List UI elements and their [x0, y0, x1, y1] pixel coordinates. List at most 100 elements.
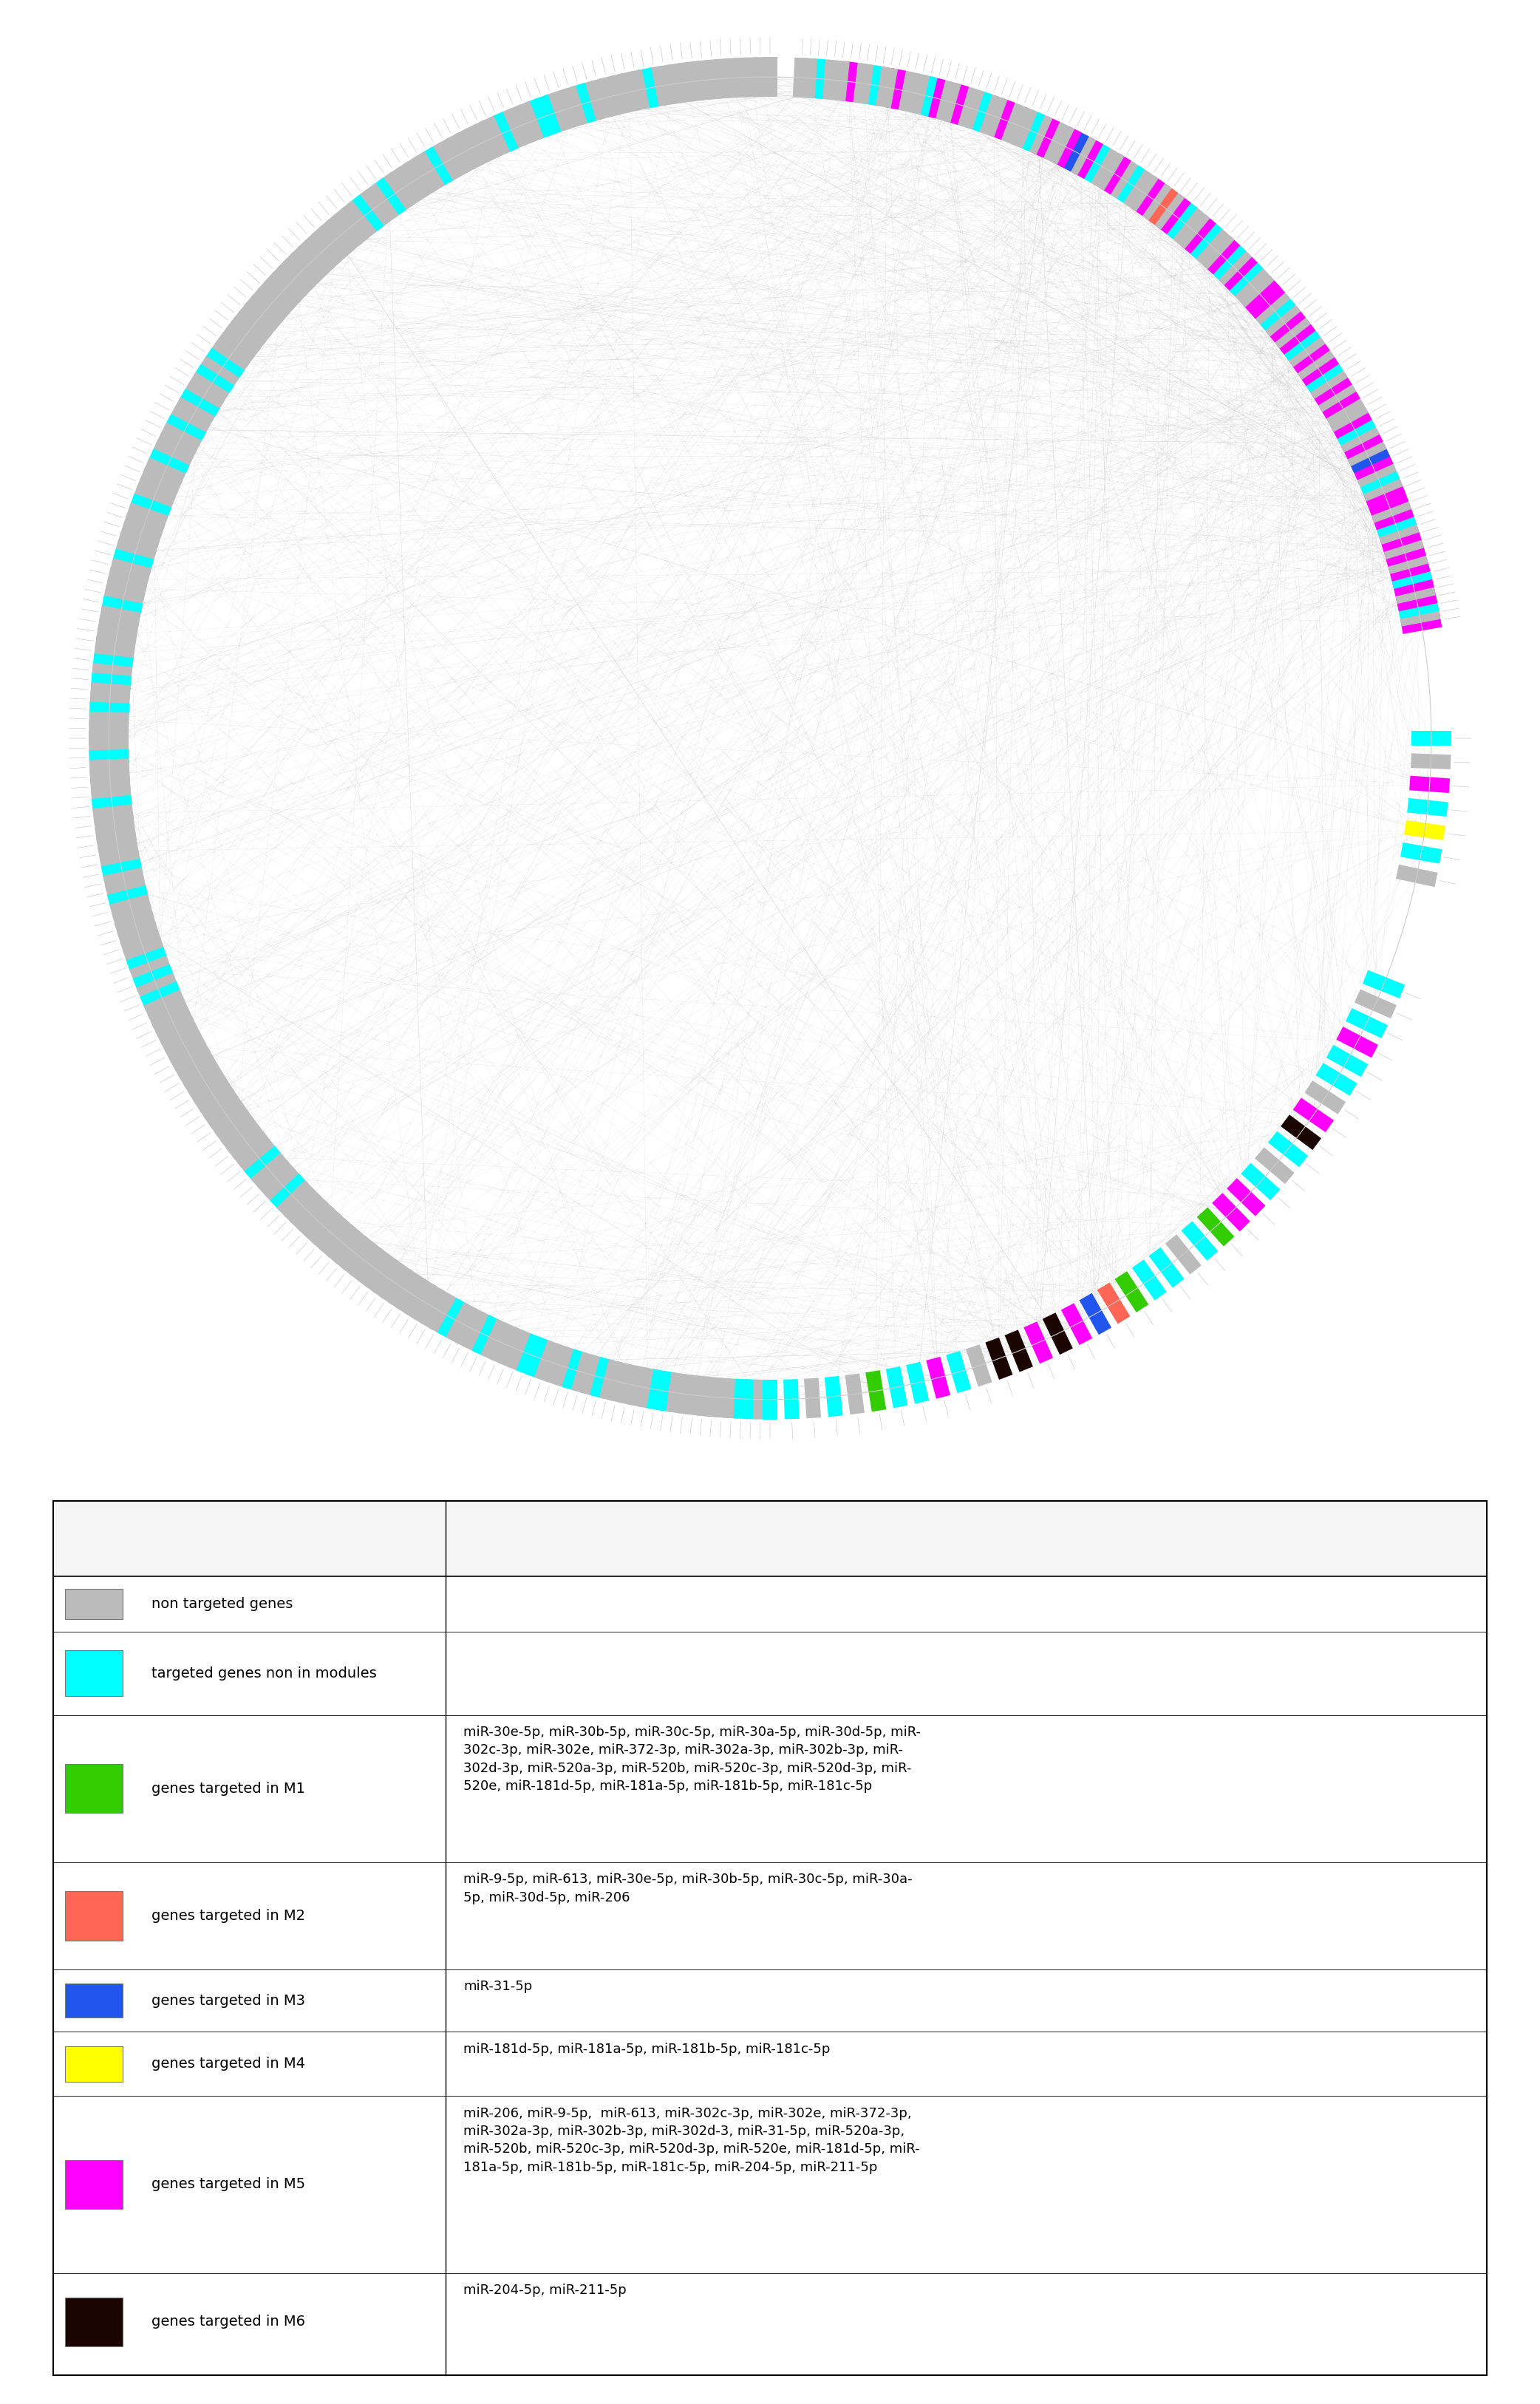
Polygon shape: [480, 115, 510, 159]
Polygon shape: [143, 457, 186, 486]
Polygon shape: [209, 1101, 249, 1137]
Polygon shape: [1098, 154, 1132, 195]
Polygon shape: [599, 75, 622, 118]
Polygon shape: [1344, 435, 1386, 466]
Polygon shape: [420, 147, 453, 188]
Polygon shape: [876, 67, 898, 108]
Text: genes targeted in M4: genes targeted in M4: [151, 2058, 305, 2070]
Polygon shape: [1337, 1027, 1378, 1058]
Polygon shape: [618, 72, 641, 113]
Polygon shape: [599, 1358, 622, 1402]
Polygon shape: [1395, 865, 1438, 887]
Polygon shape: [371, 178, 407, 219]
Polygon shape: [1130, 175, 1166, 216]
Polygon shape: [1323, 392, 1364, 426]
Polygon shape: [946, 1351, 972, 1392]
Polygon shape: [89, 702, 129, 719]
Polygon shape: [1180, 214, 1217, 255]
Polygon shape: [192, 363, 234, 397]
Polygon shape: [553, 1346, 579, 1387]
Bar: [65, 1983, 123, 2017]
Polygon shape: [986, 1337, 1013, 1380]
Polygon shape: [140, 466, 182, 495]
Bar: [65, 1652, 123, 1697]
Polygon shape: [544, 91, 570, 132]
Polygon shape: [226, 1125, 266, 1159]
Polygon shape: [174, 1048, 216, 1079]
Polygon shape: [590, 1356, 614, 1399]
Polygon shape: [1391, 565, 1432, 589]
Polygon shape: [203, 349, 245, 382]
Polygon shape: [99, 606, 142, 627]
Polygon shape: [311, 1212, 348, 1252]
Polygon shape: [1267, 1132, 1307, 1168]
Polygon shape: [562, 87, 587, 127]
Polygon shape: [1246, 281, 1284, 320]
Polygon shape: [1306, 365, 1348, 399]
Polygon shape: [319, 1219, 356, 1257]
Polygon shape: [99, 849, 142, 870]
Polygon shape: [371, 1257, 407, 1298]
Polygon shape: [214, 332, 256, 368]
Polygon shape: [129, 954, 171, 983]
Polygon shape: [929, 79, 953, 120]
Polygon shape: [91, 673, 131, 690]
Polygon shape: [936, 79, 961, 123]
Polygon shape: [91, 664, 132, 680]
Polygon shape: [257, 1159, 296, 1197]
Polygon shape: [199, 356, 239, 389]
Polygon shape: [136, 974, 179, 1000]
Polygon shape: [1137, 180, 1172, 221]
Polygon shape: [1409, 776, 1451, 793]
Polygon shape: [1064, 132, 1096, 175]
Text: miR-204-5p, miR-211-5p: miR-204-5p, miR-211-5p: [464, 2284, 627, 2296]
Polygon shape: [665, 1373, 685, 1414]
Polygon shape: [1004, 1329, 1033, 1373]
Polygon shape: [1298, 351, 1340, 387]
Polygon shape: [290, 245, 328, 284]
Polygon shape: [1392, 572, 1434, 596]
Text: genes targeted in M1: genes targeted in M1: [151, 1781, 305, 1796]
Polygon shape: [428, 142, 460, 183]
Polygon shape: [95, 832, 137, 851]
Polygon shape: [685, 1375, 704, 1416]
Polygon shape: [784, 1380, 799, 1418]
Polygon shape: [1036, 120, 1067, 161]
Text: miR-9-5p, miR-613, miR-30e-5p, miR-30b-5p, miR-30c-5p, miR-30a-
5p, miR-30d-5p, : miR-9-5p, miR-613, miR-30e-5p, miR-30b-5…: [464, 1873, 913, 1904]
Polygon shape: [704, 1377, 722, 1418]
Polygon shape: [388, 166, 422, 207]
Polygon shape: [348, 195, 383, 236]
Polygon shape: [97, 841, 139, 861]
Polygon shape: [885, 1365, 907, 1409]
Polygon shape: [553, 89, 579, 130]
Polygon shape: [685, 60, 704, 101]
Polygon shape: [1181, 1221, 1218, 1260]
Polygon shape: [966, 89, 992, 132]
Polygon shape: [89, 731, 129, 745]
Polygon shape: [1311, 373, 1352, 406]
Polygon shape: [91, 786, 131, 803]
Polygon shape: [348, 1243, 383, 1281]
Polygon shape: [865, 1370, 885, 1411]
Bar: [65, 2046, 123, 2082]
Polygon shape: [1369, 495, 1412, 524]
Polygon shape: [174, 397, 216, 430]
Polygon shape: [277, 1180, 316, 1219]
Polygon shape: [1289, 339, 1331, 373]
Polygon shape: [544, 1344, 570, 1385]
Polygon shape: [102, 858, 143, 880]
Polygon shape: [112, 548, 154, 572]
Polygon shape: [845, 1373, 864, 1414]
Polygon shape: [1104, 156, 1138, 200]
Polygon shape: [245, 1147, 283, 1183]
Polygon shape: [297, 1200, 334, 1238]
Polygon shape: [1197, 231, 1235, 269]
Polygon shape: [89, 721, 129, 736]
Polygon shape: [403, 1279, 437, 1320]
Polygon shape: [581, 1353, 605, 1397]
Polygon shape: [103, 587, 145, 608]
Polygon shape: [136, 476, 179, 505]
Polygon shape: [884, 67, 906, 111]
Text: miR-206, miR-9-5p,  miR-613, miR-302c-3p, miR-302e, miR-372-3p,
miR-302a-3p, miR: miR-206, miR-9-5p, miR-613, miR-302c-3p,…: [464, 2106, 919, 2173]
Polygon shape: [89, 750, 129, 764]
